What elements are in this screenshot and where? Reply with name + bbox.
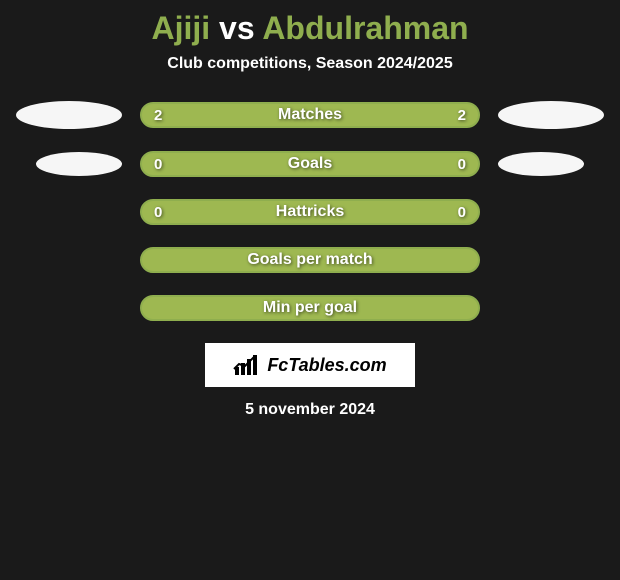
source-name: FcTables.com	[267, 355, 386, 376]
bar-matches: 2 Matches 2	[140, 102, 480, 128]
bar-chart-icon	[233, 353, 261, 377]
bar-label: Hattricks	[276, 203, 344, 221]
bar-label: Goals per match	[247, 251, 372, 269]
stat-row-goals-per-match: Goals per match	[0, 247, 620, 273]
right-marker-row1	[498, 101, 604, 129]
bar-left-value: 0	[154, 156, 162, 173]
date-label: 5 november 2024	[0, 401, 620, 419]
bar-right-value: 2	[458, 107, 466, 124]
stat-row-hattricks: 0 Hattricks 0	[0, 199, 620, 225]
stat-row-min-per-goal: Min per goal	[0, 295, 620, 321]
title-part-left: Ajiji	[151, 10, 210, 46]
right-marker-row2	[498, 152, 584, 176]
bar-goals-per-match: Goals per match	[140, 247, 480, 273]
bar-right-value: 0	[458, 204, 466, 221]
source-badge: FcTables.com	[205, 343, 415, 387]
bar-hattricks: 0 Hattricks 0	[140, 199, 480, 225]
bar-label: Min per goal	[263, 299, 357, 317]
stat-row-matches: 2 Matches 2	[0, 101, 620, 129]
title-part-right: Abdulrahman	[262, 10, 468, 46]
subtitle: Club competitions, Season 2024/2025	[0, 55, 620, 101]
bar-left-value: 2	[154, 107, 162, 124]
bar-min-per-goal: Min per goal	[140, 295, 480, 321]
page-title: Ajiji vs Abdulrahman	[0, 0, 620, 55]
bar-goals: 0 Goals 0	[140, 151, 480, 177]
title-part-vs: vs	[210, 10, 262, 46]
left-marker-row2	[36, 152, 122, 176]
bar-label: Matches	[278, 106, 342, 124]
bar-right-value: 0	[458, 156, 466, 173]
stat-row-goals: 0 Goals 0	[0, 151, 620, 177]
bar-label: Goals	[288, 155, 332, 173]
bar-left-value: 0	[154, 204, 162, 221]
left-marker-row1	[16, 101, 122, 129]
